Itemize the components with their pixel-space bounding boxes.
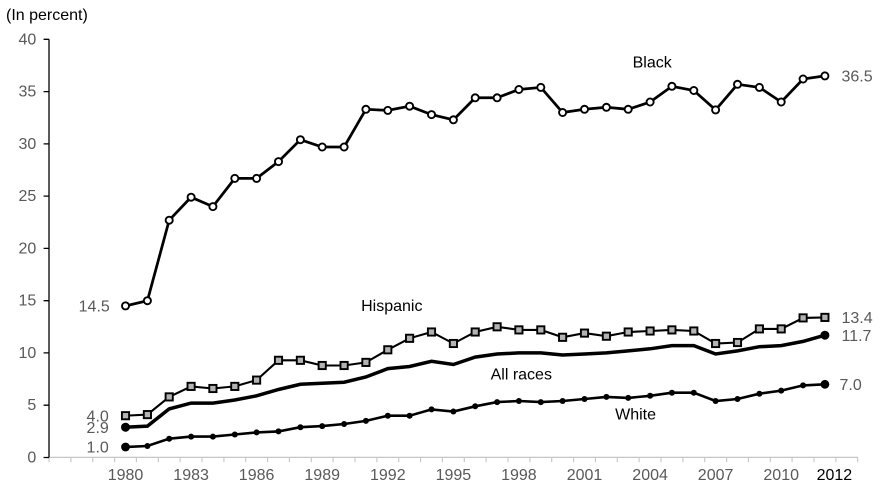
svg-text:2007: 2007 [698,467,734,484]
svg-text:2001: 2001 [567,467,603,484]
svg-text:7.0: 7.0 [840,377,862,394]
svg-text:1980: 1980 [108,467,144,484]
svg-text:14.5: 14.5 [79,299,110,316]
svg-text:30: 30 [19,136,37,153]
svg-text:36.5: 36.5 [842,69,873,86]
svg-text:20: 20 [19,240,37,257]
svg-text:25: 25 [19,188,37,205]
svg-text:1983: 1983 [173,467,209,484]
svg-text:White: White [615,406,656,423]
svg-text:1995: 1995 [436,467,472,484]
svg-text:Hispanic: Hispanic [361,298,422,315]
svg-text:5: 5 [27,397,36,414]
svg-text:2010: 2010 [763,467,799,484]
svg-text:1998: 1998 [501,467,537,484]
svg-text:35: 35 [19,84,37,101]
svg-text:0: 0 [27,450,36,467]
svg-text:(In percent): (In percent) [6,7,88,24]
svg-text:13.4: 13.4 [842,310,873,327]
svg-text:1986: 1986 [239,467,275,484]
svg-text:2012: 2012 [817,467,853,484]
svg-text:4.0: 4.0 [87,408,109,425]
svg-text:15: 15 [19,293,37,310]
svg-text:40: 40 [19,31,37,48]
svg-text:All races: All races [491,367,552,384]
svg-text:1992: 1992 [370,467,406,484]
svg-text:Black: Black [633,55,673,72]
svg-text:10: 10 [19,345,37,362]
svg-text:11.7: 11.7 [842,328,872,345]
svg-text:2004: 2004 [632,467,668,484]
svg-text:1.0: 1.0 [87,440,109,457]
svg-text:2.9: 2.9 [87,420,109,437]
svg-text:1989: 1989 [304,467,340,484]
